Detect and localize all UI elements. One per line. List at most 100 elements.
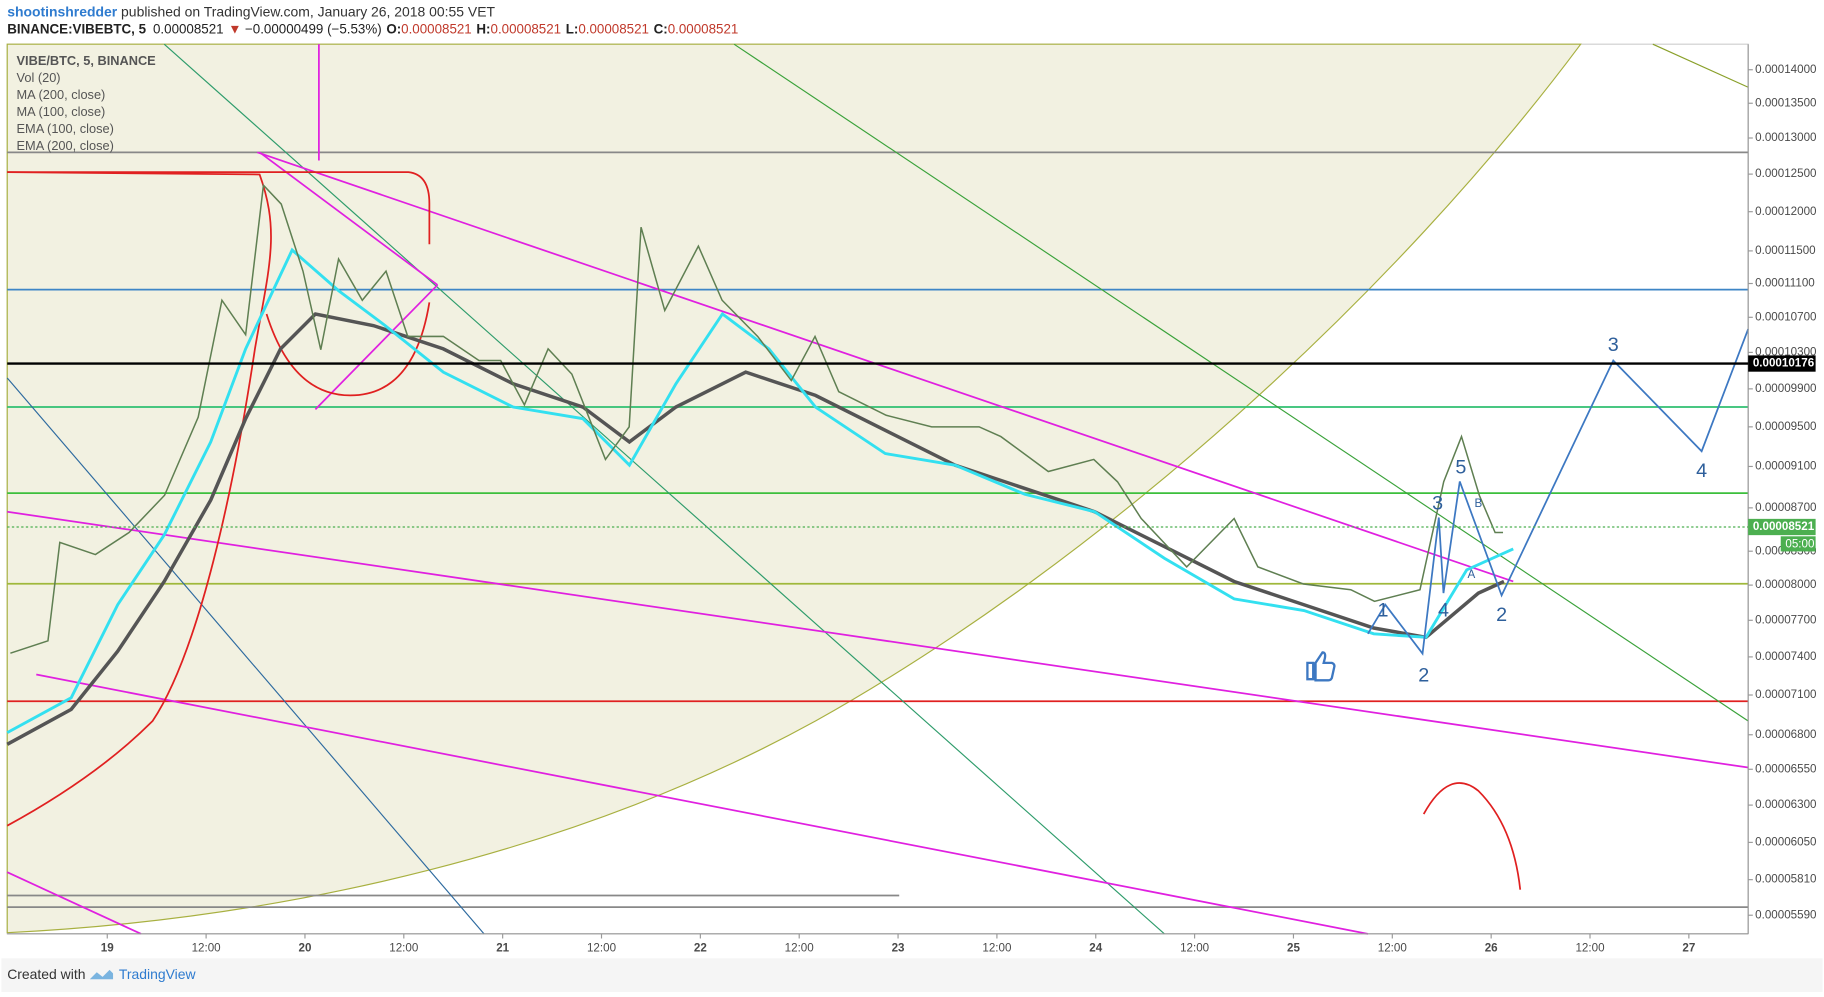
- trend-line: [6, 871, 142, 935]
- legend-entry: Vol (20): [17, 70, 61, 85]
- trend-line: [1652, 43, 1749, 88]
- arrow: ▼: [228, 22, 241, 37]
- price-tag: [1748, 355, 1816, 372]
- y-tick-label: 0.00009900: [1755, 382, 1816, 395]
- y-tick-label: 0.00009100: [1755, 460, 1816, 473]
- trend-line: [733, 43, 1749, 722]
- y-tick-label: 0.00006800: [1755, 728, 1816, 741]
- y-tick-label: 0.00013000: [1755, 131, 1816, 144]
- c-label: C:: [654, 22, 668, 37]
- legend-entry: MA (100, close): [17, 104, 106, 119]
- trend-line: [6, 377, 485, 935]
- y-tick-label: 0.00010700: [1755, 310, 1816, 323]
- y-tick-label: 0.00011500: [1755, 244, 1815, 257]
- legend: VIBE/BTC, 5, BINANCE Vol (20) MA (200, clo…: [17, 53, 157, 153]
- legend-entry: VIBE/BTC, 5, BINANCE: [17, 53, 157, 68]
- price-tag: [1748, 518, 1816, 536]
- x-tick-label: 23: [892, 941, 905, 954]
- change: −0.00000499 (−5.53%): [245, 22, 382, 37]
- symbol-line: BINANCE:VIBEBTC, 5 0.00008521 ▼ −0.00000499…: [7, 22, 738, 37]
- x-tick-label: 12:00: [1378, 941, 1407, 954]
- wave-label: 4: [1696, 460, 1707, 482]
- x-tick-label: 12:00: [1180, 941, 1209, 954]
- wave-label: B: [1474, 497, 1482, 510]
- trend-line: [163, 43, 1165, 935]
- x-tick-label: 12:00: [1575, 941, 1604, 954]
- price-tag-label: 0.00008521: [1753, 520, 1815, 533]
- x-tick-label: 24: [1089, 941, 1102, 954]
- wave-label: A: [1468, 568, 1476, 581]
- h-label: H:: [476, 22, 490, 37]
- ema-100: [6, 247, 1514, 734]
- red-arc: [1422, 782, 1522, 890]
- countdown-tag: [1780, 536, 1816, 552]
- wave-label: 2: [1418, 664, 1429, 686]
- wave-label: 3: [1608, 334, 1619, 356]
- y-tick-label: 0.00010300: [1755, 345, 1816, 358]
- symbol: BINANCE:VIBEBTC, 5: [7, 22, 146, 37]
- y-tick-label: 0.00005590: [1755, 908, 1816, 921]
- legend-entry: EMA (100, close): [17, 121, 114, 136]
- x-tick-label: 26: [1485, 941, 1498, 954]
- y-tick-label: 0.00007100: [1755, 688, 1816, 701]
- published: published on TradingView.com, January 26…: [117, 3, 495, 19]
- x-tick-label: 25: [1287, 941, 1300, 954]
- y-tick-label: 0.00014000: [1755, 63, 1816, 76]
- y-tick-label: 0.00012500: [1755, 167, 1816, 180]
- legend-entry: MA (200, close): [17, 87, 106, 102]
- x-tick-label: 19: [101, 941, 114, 954]
- plot-area: 1 2 3 4 5 A B 2 3 4: [6, 43, 1749, 935]
- y-tick-label: 0.00013500: [1755, 96, 1816, 109]
- x-tick-label: 12:00: [587, 941, 616, 954]
- x-tick-label: 12:00: [982, 941, 1011, 954]
- trend-line: [314, 284, 439, 410]
- beige-arc: [6, 43, 1582, 934]
- y-tick-label: 0.00005810: [1755, 873, 1816, 886]
- x-tick-label: 27: [1682, 941, 1695, 954]
- last: 0.00008521: [153, 22, 224, 37]
- trend-line: [36, 673, 1369, 935]
- ema-200: [6, 312, 1505, 746]
- y-tick-label: 0.00008000: [1755, 578, 1816, 591]
- wave-path: [1367, 328, 1749, 656]
- y-tick-label: 0.00006300: [1755, 798, 1816, 811]
- y-tick-label: 0.00006050: [1755, 835, 1816, 848]
- footer-created: Created with: [7, 966, 85, 982]
- x-tick-label: 12:00: [192, 941, 221, 954]
- price-tag-label: 0.00010176: [1753, 357, 1815, 370]
- o-label: O:: [386, 22, 401, 37]
- y-tick-label: 0.00006550: [1755, 762, 1816, 775]
- author[interactable]: shootinshredder: [7, 3, 118, 19]
- wave-label: 4: [1438, 599, 1449, 621]
- open: 0.00008521: [401, 22, 472, 37]
- trend-line: [256, 151, 1514, 583]
- close: 0.00008521: [668, 22, 739, 37]
- wave-label: 5: [1455, 456, 1466, 478]
- footer-brand[interactable]: TradingView: [119, 966, 197, 982]
- wave-label: 1: [1377, 599, 1388, 621]
- x-tick-label: 20: [298, 941, 311, 954]
- y-tick-label: 0.00008700: [1755, 501, 1816, 514]
- y-tick-label: 0.00012000: [1755, 205, 1816, 218]
- countdown: 05:00: [1785, 538, 1814, 551]
- thumbs-up: [1306, 651, 1336, 682]
- x-tick-label: 21: [496, 941, 509, 954]
- low: 0.00008521: [578, 22, 649, 37]
- wave-label: 3: [1432, 492, 1443, 514]
- trend-line: [259, 151, 439, 286]
- y-tick-label: 0.00011100: [1755, 277, 1815, 290]
- y-tick-label: 0.00007400: [1755, 650, 1816, 663]
- footer-bar: [1, 958, 1823, 992]
- x-tick-label: 12:00: [785, 941, 814, 954]
- wave-label: 2: [1496, 604, 1507, 626]
- high: 0.00008521: [491, 22, 562, 37]
- tv-logo: [89, 969, 114, 980]
- legend-entry: EMA (200, close): [17, 138, 114, 153]
- x-tick-label: 22: [694, 941, 707, 954]
- trend-line: [7, 510, 1749, 769]
- red-curve: [6, 171, 272, 827]
- x-tick-label: 12:00: [389, 941, 418, 954]
- price-line: [10, 183, 1504, 654]
- l-label: L:: [566, 22, 579, 37]
